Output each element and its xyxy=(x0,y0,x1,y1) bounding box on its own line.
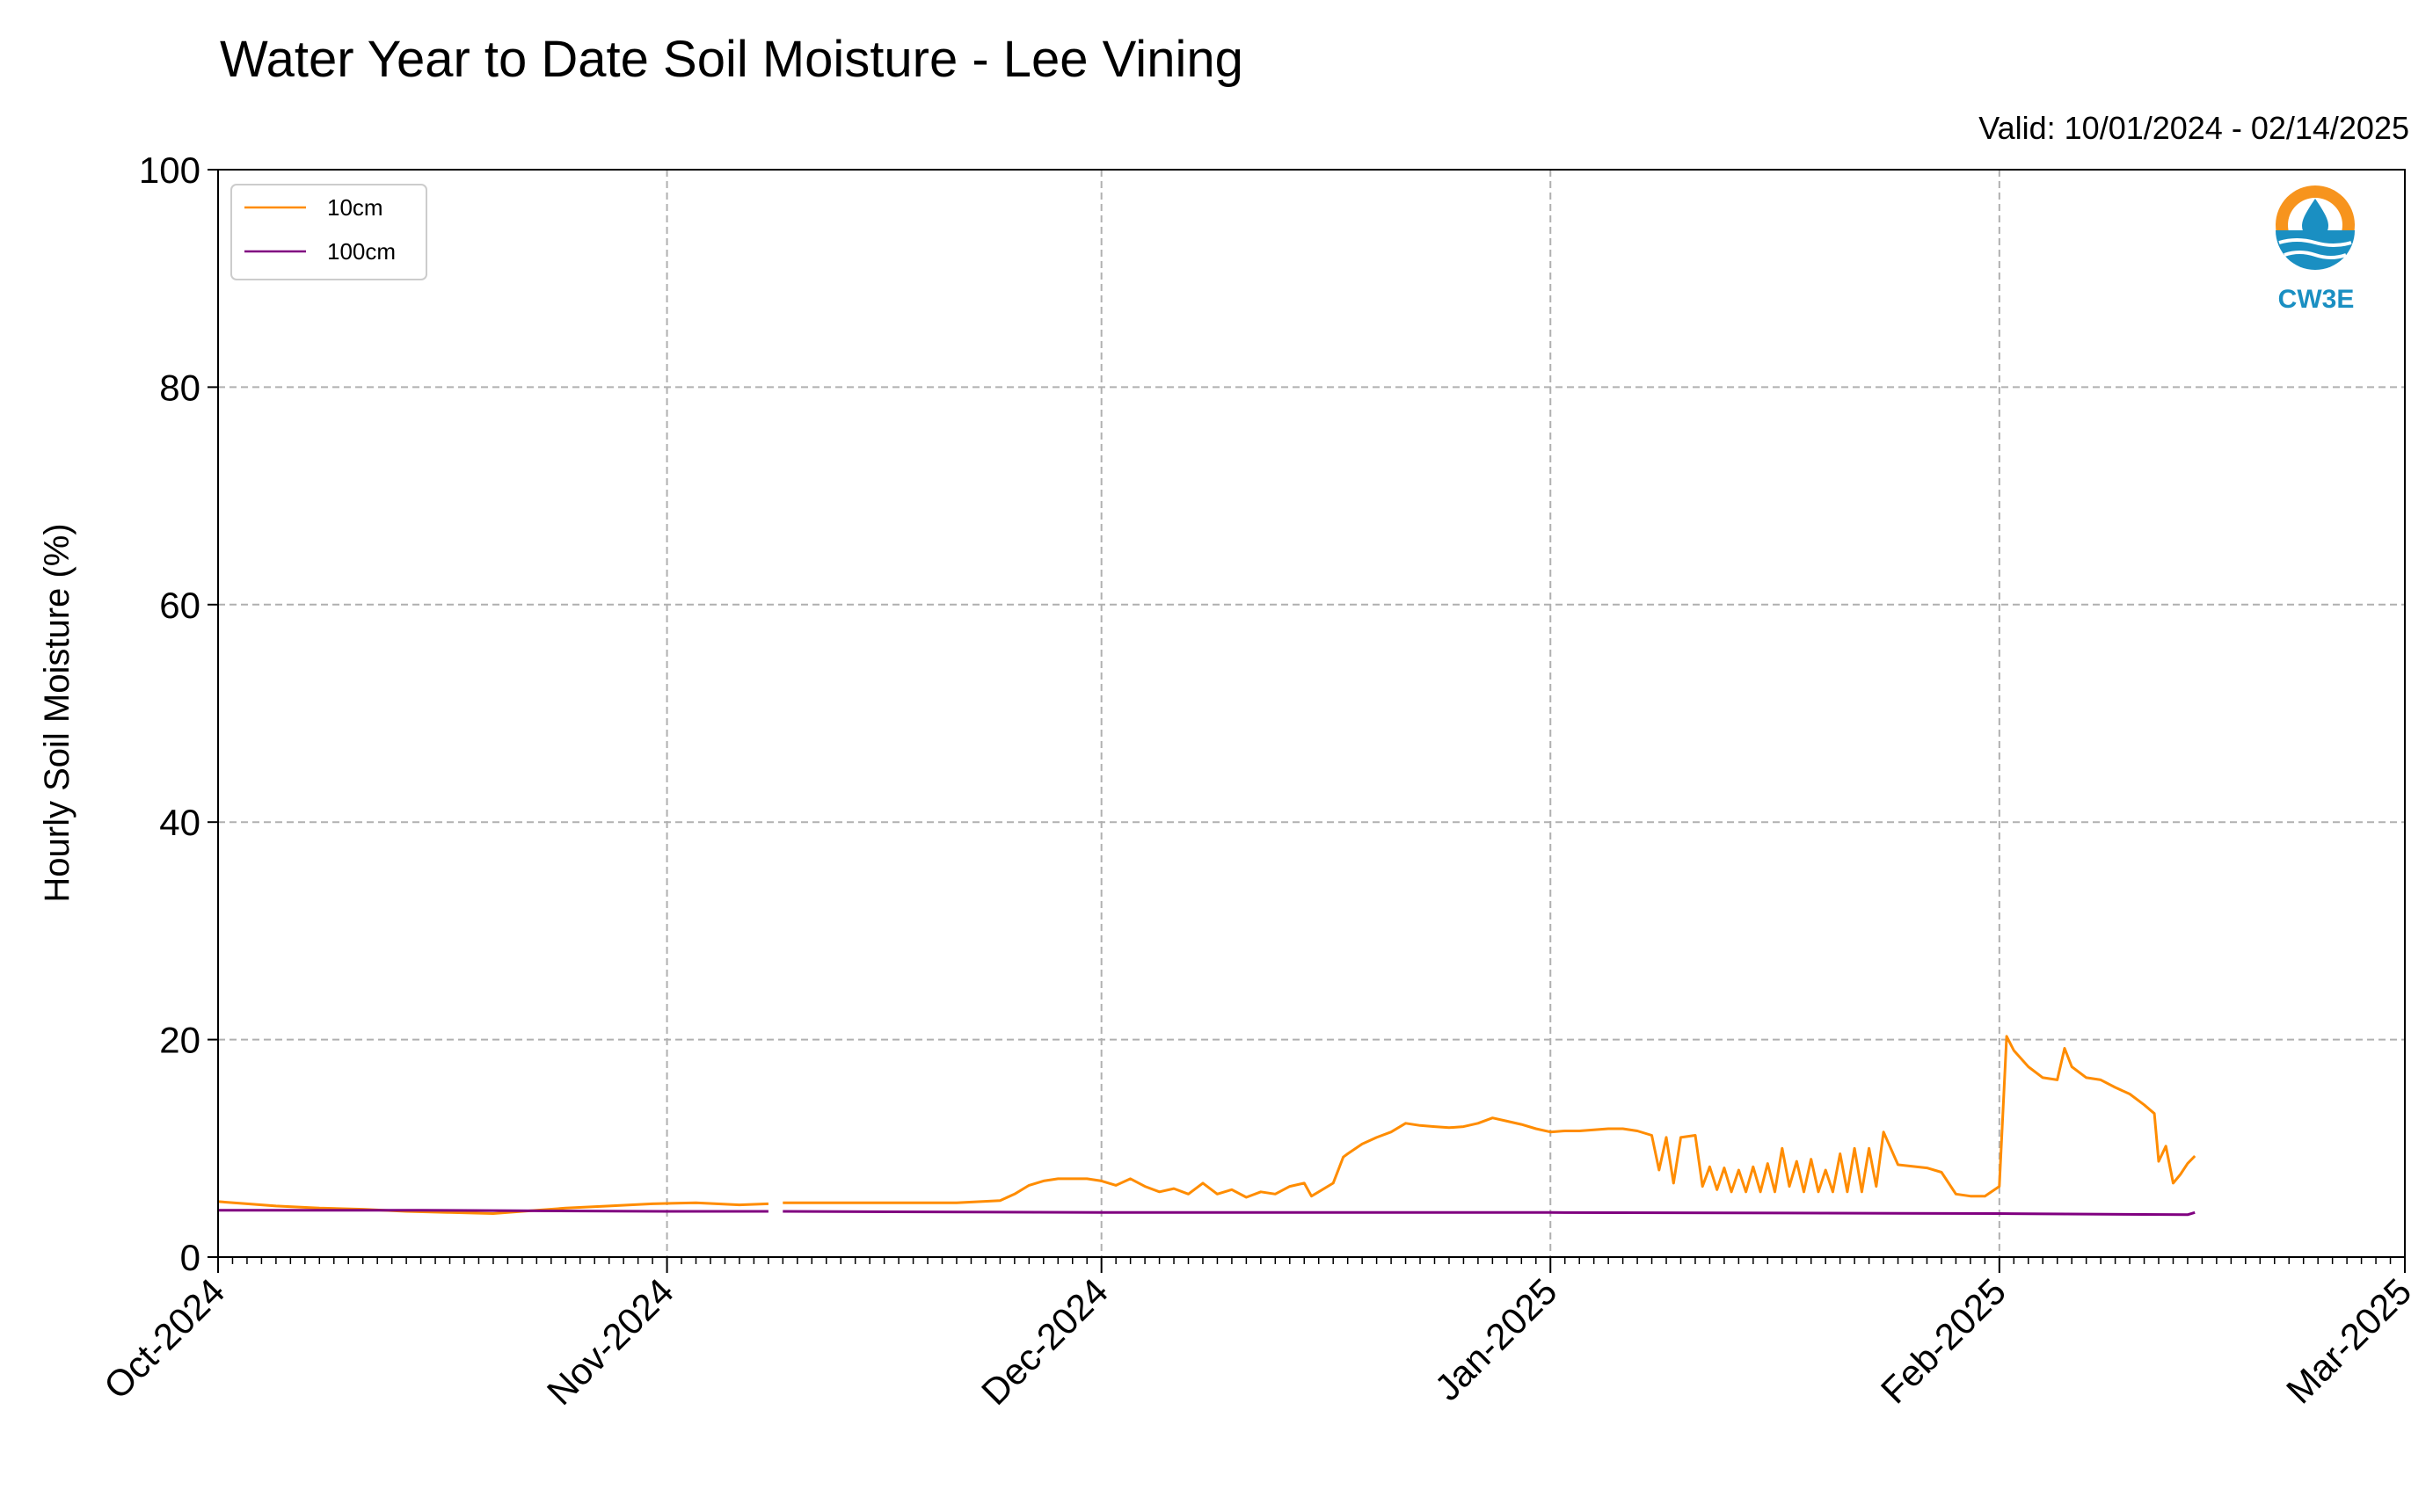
x-tick-label: Oct-2024 xyxy=(96,1270,232,1407)
series-line-10cm xyxy=(783,1035,2196,1204)
legend[interactable]: 10cm 100cm xyxy=(230,184,427,280)
x-tick-label: Feb-2025 xyxy=(1873,1270,2014,1411)
legend-label-10cm: 10cm xyxy=(327,194,383,221)
logo-wave-lines xyxy=(2278,238,2352,259)
y-tick-label: 100 xyxy=(139,149,200,191)
y-tick-label: 20 xyxy=(159,1020,200,1061)
y-tick-label: 80 xyxy=(159,367,200,408)
plot-frame xyxy=(217,169,2406,1258)
logo-text: CW3E xyxy=(2278,285,2355,314)
grid-lines xyxy=(218,170,2405,1257)
cw3e-logo: CW3E xyxy=(2276,185,2355,314)
series-line-10cm xyxy=(217,1200,769,1215)
y-axis-label: Hourly Soil Moisture (%) xyxy=(38,523,76,902)
drop-icon xyxy=(2302,199,2328,239)
x-tick-label: Dec-2024 xyxy=(973,1270,1116,1413)
legend-label-100cm: 100cm xyxy=(327,238,396,265)
chart-subtitle: Valid: 10/01/2024 - 02/14/2025 xyxy=(1978,110,2409,146)
axes: 0 20 40 60 80 100 Oct-2024 Nov-2024 Dec-2024 Jan-… xyxy=(96,149,2419,1413)
y-tick-label: 40 xyxy=(159,802,200,843)
series-line-100cm xyxy=(783,1210,2196,1217)
y-tick-label: 60 xyxy=(159,585,200,626)
x-tick-label: Nov-2024 xyxy=(539,1270,681,1413)
y-tick-label: 0 xyxy=(180,1237,200,1278)
series-lines xyxy=(217,1035,2196,1217)
x-tick-label: Jan-2025 xyxy=(1427,1270,1565,1408)
chart-title: Water Year to Date Soil Moisture - Lee V… xyxy=(220,31,1243,88)
x-tick-label: Mar-2025 xyxy=(2278,1270,2419,1411)
series-line-100cm xyxy=(218,1209,769,1213)
